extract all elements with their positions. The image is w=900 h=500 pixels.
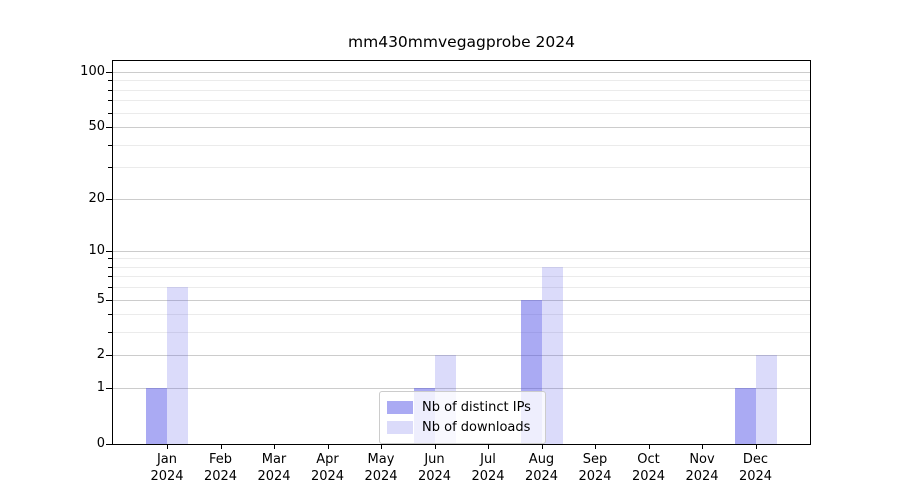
y-tick-mark xyxy=(106,355,112,357)
y-tick-label: 50 xyxy=(88,119,105,135)
bar-nb-of-distinct-ips-jan xyxy=(146,388,167,444)
legend-item-downloads: Nb of downloads xyxy=(387,417,537,437)
y-minor-tick-mark xyxy=(108,266,112,268)
bottom-spine xyxy=(112,444,811,445)
x-tick-label: Jul 2024 xyxy=(471,452,505,484)
minor-gridline xyxy=(112,80,810,82)
top-spine xyxy=(112,60,811,61)
minor-gridline xyxy=(112,100,810,102)
legend-swatch-downloads xyxy=(387,420,413,434)
major-gridline xyxy=(112,388,810,390)
y-tick-label: 2 xyxy=(96,347,105,363)
x-tick-label: Apr 2024 xyxy=(310,452,345,484)
x-tick-label: Nov 2024 xyxy=(685,452,719,484)
y-tick-label: 0 xyxy=(96,436,105,451)
y-tick-label: 1 xyxy=(96,380,105,396)
bar-nb-of-downloads-jan xyxy=(167,287,188,444)
minor-gridline xyxy=(112,332,810,334)
x-tick-mark xyxy=(702,445,703,449)
left-spine xyxy=(112,60,113,445)
minor-gridline xyxy=(112,314,810,316)
y-tick-mark xyxy=(106,250,112,252)
y-tick-mark xyxy=(106,72,112,73)
x-tick-mark xyxy=(274,445,275,449)
legend: Nb of distinct IPs Nb of downloads xyxy=(379,391,546,444)
x-tick-mark xyxy=(755,445,757,449)
x-tick-label: Oct 2024 xyxy=(631,452,666,484)
chart-title: mm430mmvegagprobe 2024 xyxy=(348,33,575,51)
y-minor-tick-mark xyxy=(108,258,112,260)
x-tick-label: Aug 2024 xyxy=(524,452,559,484)
y-tick-mark xyxy=(106,388,112,390)
y-minor-tick-mark xyxy=(108,167,112,169)
x-tick-mark xyxy=(488,445,489,449)
x-tick-mark xyxy=(381,445,382,449)
minor-gridline xyxy=(112,258,810,260)
minor-gridline xyxy=(112,167,810,169)
x-tick-label: Dec 2024 xyxy=(738,452,773,484)
y-minor-tick-mark xyxy=(108,80,112,82)
bar-nb-of-distinct-ips-dec xyxy=(734,388,756,444)
major-gridline xyxy=(112,299,810,301)
x-tick-label: Mar 2024 xyxy=(257,452,291,484)
legend-swatch-distinct-ips xyxy=(387,400,413,414)
x-tick-mark xyxy=(167,445,168,449)
minor-gridline xyxy=(112,144,810,146)
y-tick-label: 20 xyxy=(88,190,105,206)
x-tick-label: Jun 2024 xyxy=(417,452,452,484)
right-spine xyxy=(810,60,811,445)
x-tick-label: Sep 2024 xyxy=(578,452,612,484)
x-tick-mark xyxy=(434,445,436,449)
bar-nb-of-downloads-aug xyxy=(541,266,563,444)
major-gridline xyxy=(112,127,810,129)
y-minor-tick-mark xyxy=(108,144,112,146)
major-gridline xyxy=(112,72,810,73)
y-minor-tick-mark xyxy=(108,314,112,316)
x-tick-mark xyxy=(220,445,222,449)
x-tick-mark xyxy=(327,445,329,449)
legend-label-distinct-ips: Nb of distinct IPs xyxy=(422,399,531,415)
x-tick-mark xyxy=(648,445,650,449)
minor-gridline xyxy=(112,112,810,114)
y-tick-mark xyxy=(106,299,112,301)
x-tick-mark xyxy=(541,445,543,449)
y-minor-tick-mark xyxy=(108,276,112,278)
x-tick-label: May 2024 xyxy=(364,452,398,484)
legend-item-distinct-ips: Nb of distinct IPs xyxy=(387,397,537,417)
x-tick-label: Jan 2024 xyxy=(150,452,184,484)
y-minor-tick-mark xyxy=(108,287,112,289)
x-tick-mark xyxy=(595,445,596,449)
y-minor-tick-mark xyxy=(108,100,112,102)
minor-gridline xyxy=(112,89,810,91)
y-tick-label: 10 xyxy=(88,242,105,258)
y-tick-label: 5 xyxy=(96,291,105,307)
major-gridline xyxy=(112,250,810,252)
y-tick-mark xyxy=(106,127,112,129)
y-minor-tick-mark xyxy=(108,112,112,114)
bar-nb-of-downloads-dec xyxy=(755,355,777,444)
major-gridline xyxy=(112,355,810,357)
minor-gridline xyxy=(112,266,810,268)
y-tick-label: 100 xyxy=(80,64,105,79)
y-minor-tick-mark xyxy=(108,332,112,334)
major-gridline xyxy=(112,198,810,200)
minor-gridline xyxy=(112,287,810,289)
y-tick-mark xyxy=(106,444,112,445)
y-tick-mark xyxy=(106,198,112,200)
x-tick-label: Feb 2024 xyxy=(203,452,238,484)
minor-gridline xyxy=(112,276,810,278)
legend-label-downloads: Nb of downloads xyxy=(422,419,531,435)
y-minor-tick-mark xyxy=(108,89,112,91)
